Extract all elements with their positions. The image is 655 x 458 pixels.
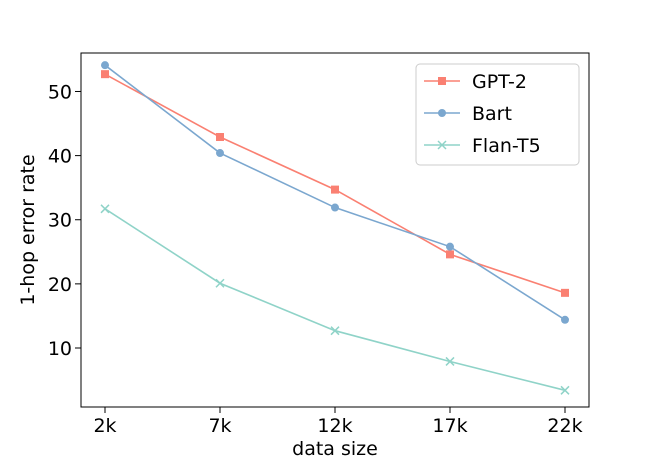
y-tick-label: 10 <box>48 338 72 360</box>
series-layer <box>100 61 570 395</box>
data-point-flan-t5 <box>560 385 570 395</box>
data-point-gpt-2 <box>561 288 569 297</box>
legend-item-gpt-2: GPT-2 <box>424 71 527 93</box>
legend-item-bart: Bart <box>424 103 512 125</box>
legend-box <box>415 63 580 166</box>
data-point-gpt-2 <box>216 133 224 142</box>
y-axis-ticks: 10 20 30 40 50 <box>48 81 81 360</box>
data-point-gpt-2 <box>446 250 454 259</box>
legend-marker <box>437 140 447 150</box>
legend-label: GPT-2 <box>472 71 527 93</box>
series-bart <box>101 61 569 324</box>
data-point-bart <box>446 242 454 251</box>
y-axis-label: 1-hop error rate <box>17 154 39 305</box>
data-point-bart <box>216 149 224 158</box>
y-tick-label: 20 <box>48 274 72 296</box>
series-gpt-2 <box>101 70 569 297</box>
x-tick-label: 2k <box>93 415 116 437</box>
y-tick-label: 30 <box>48 210 72 232</box>
x-tick-label: 17k <box>432 415 467 437</box>
x-tick-label: 7k <box>208 415 231 437</box>
data-point-bart <box>561 315 569 324</box>
legend: GPT-2 Bart Flan-T5 <box>415 63 580 166</box>
series-flan-t5 <box>100 204 570 395</box>
data-point-gpt-2 <box>101 70 109 79</box>
data-point-flan-t5 <box>445 356 455 366</box>
x-axis-label: data size <box>292 438 378 458</box>
x-tick-label: 22k <box>547 415 582 437</box>
data-point-flan-t5 <box>100 204 110 214</box>
series-line-flan-t5 <box>104 208 566 392</box>
legend-item-flan-t5: Flan-T5 <box>424 135 541 157</box>
legend-marker <box>438 109 446 117</box>
data-point-flan-t5 <box>330 326 340 336</box>
legend-marker <box>438 77 446 85</box>
data-point-bart <box>101 61 109 70</box>
legend-label: Flan-T5 <box>472 135 541 157</box>
data-point-gpt-2 <box>331 185 339 194</box>
data-point-bart <box>331 203 339 212</box>
x-tick-label: 12k <box>317 415 352 437</box>
data-point-flan-t5 <box>215 278 225 288</box>
y-tick-label: 50 <box>48 81 72 103</box>
x-axis-ticks: 2k 7k 12k 17k 22k <box>93 407 583 437</box>
y-tick-label: 40 <box>48 146 72 168</box>
legend-label: Bart <box>472 103 512 125</box>
